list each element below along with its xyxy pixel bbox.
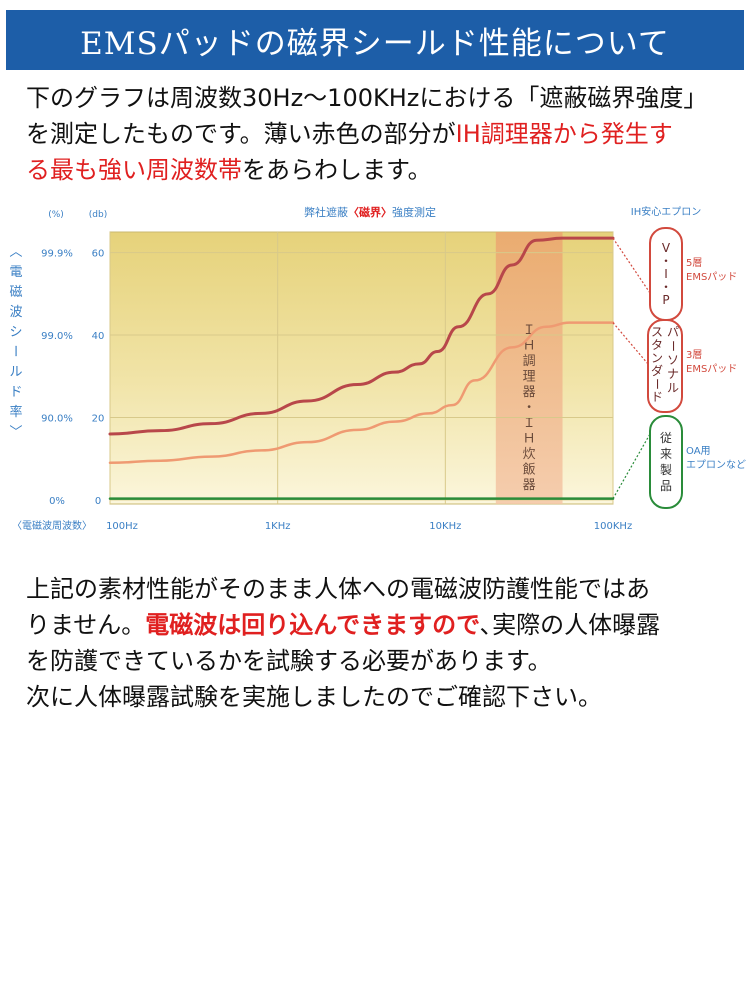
legend-label-l2: EMSパッド	[686, 271, 737, 283]
y-tick-pct: 90.0%	[41, 413, 73, 424]
band-label-char: 器	[523, 478, 536, 493]
y-tick-pct: 0%	[49, 496, 65, 507]
legend-label-l2: EMSパッド	[686, 363, 737, 375]
y-axis-label-char: 〉	[7, 424, 22, 437]
outro-line-1: 上記の素材性能がそのまま人体への電磁波防護性能ではあ	[26, 575, 650, 603]
series-line-1	[108, 236, 615, 436]
y-tick-db: 0	[95, 496, 101, 507]
legend-badge-2	[647, 319, 683, 413]
band-label-char: Ｈ	[523, 432, 536, 447]
band-label-char: 飯	[523, 463, 536, 478]
legend-badge-char: 従	[660, 431, 672, 445]
right-axis-unit: (db)	[89, 210, 107, 220]
y-tick-labels: 0 0% 20 90.0% 40 99.0% 60 99.9%	[41, 249, 104, 507]
ih-frequency-band	[495, 232, 563, 504]
x-tick-labels: 100Hz 1KHz 10KHz 100KHz	[106, 521, 632, 532]
intro-highlight-ih: IH調理器から発生す	[455, 120, 673, 148]
band-label-char: 調	[523, 354, 536, 369]
intro-line-2-a: を測定したものです。薄い赤色の部分が	[26, 120, 456, 148]
outro-line-2: りません。電磁波は回り込んできますので､実際の人体曝露	[26, 607, 736, 643]
x-tick-label: 10KHz	[429, 521, 461, 532]
outro-line-3: を防護できているかを試験する必要があります。	[26, 647, 552, 675]
legend-connector-2	[612, 322, 649, 365]
legend-badge-char: P	[662, 293, 669, 307]
legend-badge-char: 品	[660, 479, 672, 493]
legend-badge-char: パ	[667, 325, 679, 339]
band-label-char: 理	[523, 370, 536, 385]
legend-badge-char: 製	[660, 463, 672, 477]
x-tick-label: 1KHz	[265, 521, 291, 532]
legend-badge-char: 来	[660, 447, 672, 461]
legend-badge-char: V	[662, 241, 671, 255]
legend-badge-char: I	[664, 267, 668, 281]
legend-badge-3	[649, 415, 683, 509]
y-axis-label-char: ル	[9, 365, 22, 380]
intro-line-1: 下のグラフは周波数30Hz～100KHzにおける「遮蔽磁界強度」	[26, 84, 708, 112]
y-axis-label-char: 率	[9, 404, 22, 420]
legend-label-l1: OA用	[686, 446, 711, 457]
y-axis-label-char: 波	[9, 305, 22, 320]
y-tick-db: 20	[92, 413, 105, 424]
legend-title: IH安心エプロン	[631, 205, 701, 218]
legend-badge-char: ン	[651, 351, 663, 365]
y-axis-label-char: ド	[9, 385, 22, 400]
outro-paragraph: 上記の素材性能がそのまま人体への電磁波防護性能ではあ りません。電磁波は回り込ん…	[26, 571, 736, 715]
band-label-char: 炊	[523, 447, 536, 462]
band-label-char: 器	[523, 385, 536, 400]
outro-highlight: 電磁波は回り込んできますので	[145, 611, 481, 639]
y-tick-db: 60	[92, 249, 105, 260]
banner-title: EMSパッドの磁界シールド性能について	[80, 25, 670, 62]
legend-connector-1	[612, 237, 651, 294]
chart-title-b: 〈磁界〉	[348, 205, 392, 219]
legend-badge-char: ・	[660, 280, 672, 294]
x-tick-label: 100KHz	[594, 521, 632, 532]
intro-line-3-b: をあらわします。	[242, 156, 432, 184]
y-tick-pct: 99.9%	[41, 249, 73, 260]
y-tick-db: 40	[92, 331, 105, 342]
x-axis-label: 〈電磁波周波数〉	[12, 519, 92, 532]
series-line-2	[108, 321, 615, 465]
x-tick-label: 100Hz	[106, 521, 138, 532]
y-axis-label-char: シ	[9, 325, 22, 340]
series-group	[108, 236, 615, 500]
chart-title: 弊社遮蔽〈磁界〉強度測定	[304, 205, 436, 219]
y-axis-label-char: 磁	[9, 285, 22, 300]
legend-label-l1: 3層	[686, 349, 702, 361]
y-axis-label-char: 〈	[7, 244, 22, 257]
legend-badge-char: ー	[666, 340, 680, 352]
y-axis-label-char: 電	[9, 265, 22, 280]
band-label-char: ・	[523, 401, 536, 416]
band-label-char: Ｉ	[523, 416, 536, 431]
legend-badge-char: ナ	[667, 367, 679, 381]
y-axis-label-char: ー	[7, 344, 22, 357]
outro-line-2-a: りません。	[26, 611, 146, 639]
legend-label-l1: 5層	[686, 257, 702, 269]
outro-line-2-c: ､実際の人体曝露	[480, 611, 661, 639]
legend-badge-char: ダ	[651, 363, 663, 378]
outro-line-4: 次に人体曝露試験を実施しましたのでご確認下さい。	[26, 683, 602, 711]
intro-highlight-band: る最も強い周波数帯	[26, 156, 242, 184]
legend-connector-3	[612, 433, 651, 499]
chart-title-a: 弊社遮蔽	[304, 205, 348, 219]
intro-line-2: を測定したものです。薄い赤色の部分がIH調理器から発生す	[26, 116, 736, 152]
legend-badge-char: ー	[650, 378, 664, 390]
legend: V・I・P5層EMSパッドパーソナルスタンダード3層EMSパッド従来製品OA用エ…	[612, 227, 746, 509]
y-tick-pct: 99.0%	[41, 331, 73, 342]
legend-badge-char: ・	[660, 254, 672, 268]
legend-badge-char: ル	[667, 381, 679, 395]
intro-paragraph: 下のグラフは周波数30Hz～100KHzにおける「遮蔽磁界強度」 を測定したもの…	[26, 80, 736, 188]
intro-line-3: る最も強い周波数帯をあらわします。	[26, 152, 736, 188]
legend-badge-char: ス	[651, 325, 663, 339]
legend-label-l2: エプロンなど	[686, 459, 746, 471]
left-axis-unit: (%)	[48, 210, 64, 220]
chart-title-c: 強度測定	[392, 205, 436, 219]
legend-badge-char: ド	[651, 390, 663, 404]
page-banner: EMSパッドの磁界シールド性能について	[6, 10, 744, 70]
legend-badge-char: ソ	[667, 353, 679, 367]
legend-badge-char: タ	[651, 338, 663, 352]
